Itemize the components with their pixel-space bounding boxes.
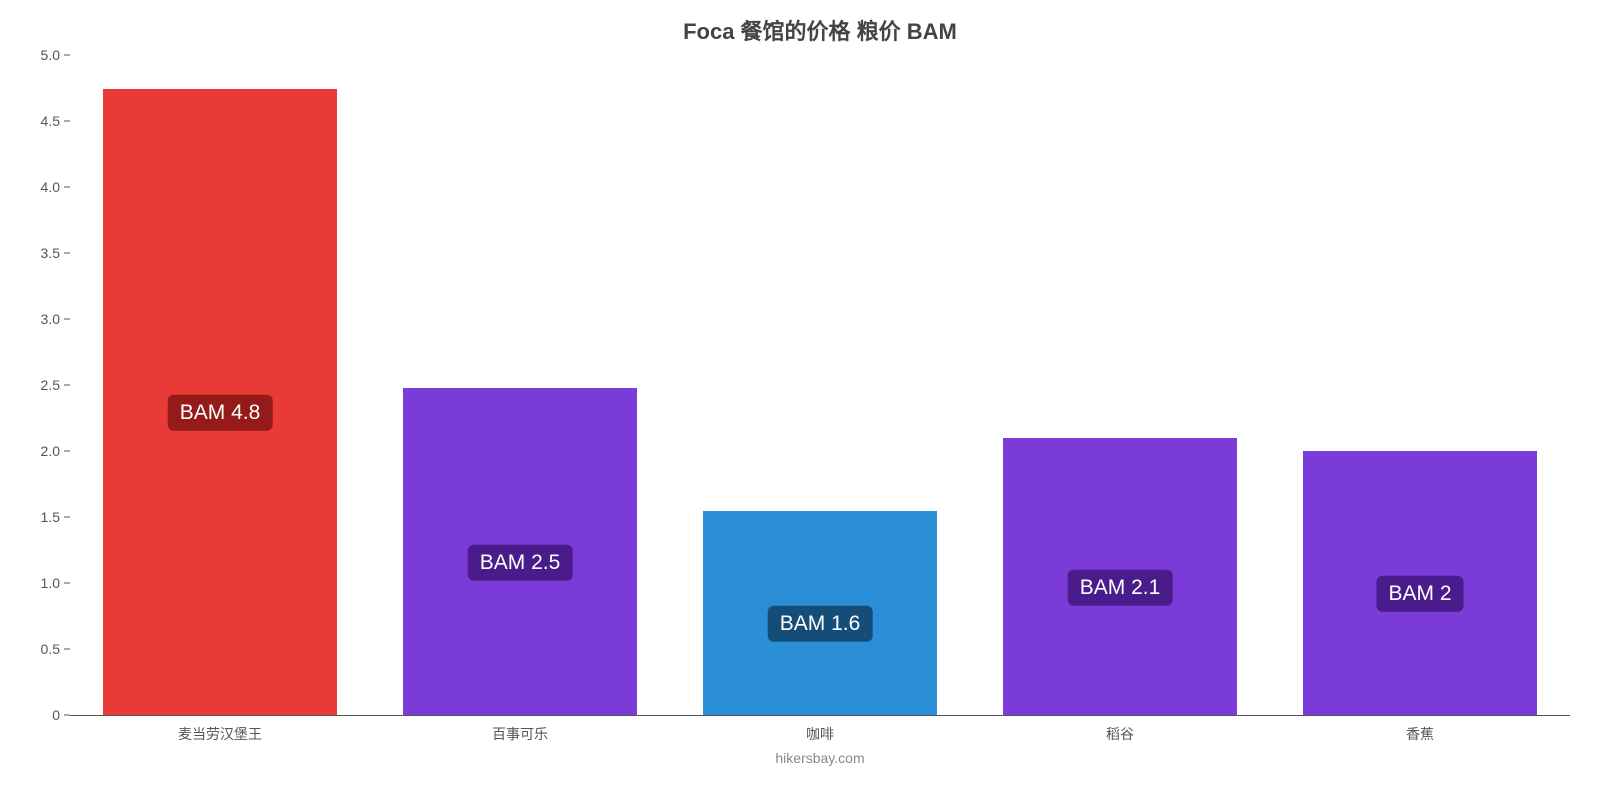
y-tick-label: 4.0: [41, 179, 60, 195]
y-tick-label: 3.0: [41, 311, 60, 327]
x-tick-label: 香蕉: [1270, 724, 1570, 744]
bar: BAM 2.5: [403, 388, 637, 715]
x-axis-labels: 麦当劳汉堡王百事可乐咖啡稻谷香蕉: [70, 724, 1570, 744]
y-tick-mark: [64, 121, 70, 122]
x-tick-label: 稻谷: [970, 724, 1270, 744]
bars-layer: BAM 4.8 BAM 2.5 BAM 1.6 BAM 2.1 BAM 2: [70, 56, 1570, 715]
credit-text: hikersbay.com: [70, 750, 1570, 766]
y-tick-mark: [64, 715, 70, 716]
y-tick-label: 4.5: [41, 113, 60, 129]
y-tick-label: 0.5: [41, 641, 60, 657]
bar-slot: BAM 1.6: [670, 56, 970, 715]
bar-value-label: BAM 2: [1376, 576, 1463, 612]
y-tick-mark: [64, 253, 70, 254]
y-tick-label: 5.0: [41, 47, 60, 63]
x-tick-label: 麦当劳汉堡王: [70, 724, 370, 744]
bar: BAM 2.1: [1003, 438, 1237, 715]
bar-slot: BAM 2.1: [970, 56, 1270, 715]
bar-value-label: BAM 4.8: [168, 395, 273, 431]
y-tick-mark: [64, 583, 70, 584]
y-tick-mark: [64, 451, 70, 452]
y-tick-label: 2.0: [41, 443, 60, 459]
bar-slot: BAM 2.5: [370, 56, 670, 715]
y-tick-mark: [64, 517, 70, 518]
bar-value-label: BAM 2.1: [1068, 569, 1173, 605]
bar-value-label: BAM 2.5: [468, 544, 573, 580]
y-tick-label: 0: [52, 707, 60, 723]
bar: BAM 1.6: [703, 511, 937, 715]
bar-slot: BAM 4.8: [70, 56, 370, 715]
bar-slot: BAM 2: [1270, 56, 1570, 715]
y-tick-label: 1.5: [41, 509, 60, 525]
y-tick-mark: [64, 319, 70, 320]
y-tick-label: 3.5: [41, 245, 60, 261]
x-tick-label: 咖啡: [670, 724, 970, 744]
bar: BAM 4.8: [103, 89, 337, 715]
y-tick-mark: [64, 187, 70, 188]
y-tick-label: 1.0: [41, 575, 60, 591]
bar: BAM 2: [1303, 451, 1537, 715]
y-tick-mark: [64, 649, 70, 650]
y-tick-mark: [64, 55, 70, 56]
chart-container: Foca 餐馆的价格 粮价 BAM BAM 4.8BAM 2.5BAM 1.6B…: [0, 0, 1600, 800]
y-tick-mark: [64, 385, 70, 386]
plot-area: BAM 4.8BAM 2.5BAM 1.6BAM 2.1BAM 2 00.51.…: [70, 56, 1570, 716]
bar-value-label: BAM 1.6: [768, 606, 873, 642]
chart-title: Foca 餐馆的价格 粮价 BAM: [70, 14, 1570, 46]
y-tick-label: 2.5: [41, 377, 60, 393]
x-tick-label: 百事可乐: [370, 724, 670, 744]
